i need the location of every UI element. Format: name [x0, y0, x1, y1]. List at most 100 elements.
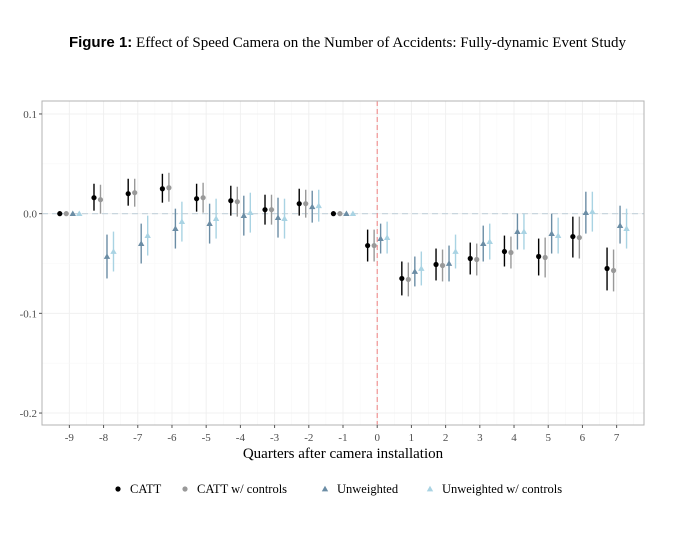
data-point: [383, 234, 391, 240]
data-point: [144, 232, 151, 238]
data-point: [228, 198, 234, 204]
data-point: [411, 268, 419, 274]
data-point: [371, 242, 377, 249]
x-axis-title: Quarters after camera installation: [243, 446, 444, 462]
legend-label: CATT w/ controls: [197, 482, 287, 496]
reference-lines: [42, 101, 644, 425]
data-point: [343, 210, 350, 217]
data-point: [445, 260, 453, 266]
data-point: [486, 238, 493, 244]
legend-key-circle: [115, 486, 121, 492]
data-point: [349, 210, 357, 217]
data-point: [194, 196, 200, 202]
data-point: [377, 235, 384, 241]
data-point: [405, 276, 411, 283]
y-tick-label: 0.0: [23, 209, 37, 221]
legend-label: CATT: [130, 482, 162, 496]
series-catt: [57, 173, 610, 296]
data-point: [240, 212, 248, 219]
data-point: [616, 222, 624, 229]
x-tick-label: 5: [545, 432, 551, 444]
data-point: [172, 225, 179, 232]
data-point: [268, 207, 275, 213]
legend-key-triangle: [321, 485, 329, 492]
data-point: [315, 202, 322, 209]
x-tick-label: -9: [65, 432, 75, 444]
data-point: [480, 240, 487, 246]
data-point: [274, 214, 282, 221]
data-point: [576, 234, 582, 241]
legend-label: Unweighted: [337, 482, 399, 496]
data-point: [474, 256, 480, 263]
data-point: [589, 208, 596, 215]
data-point: [337, 211, 343, 217]
data-point: [467, 255, 473, 262]
series-catt-w-controls: [63, 172, 617, 297]
data-point: [570, 233, 576, 240]
figure-caption: Effect of Speed Camera on the Number of …: [136, 35, 627, 51]
data-point: [57, 211, 63, 217]
data-point: [582, 209, 590, 216]
x-tick-label: -3: [270, 432, 280, 444]
legend-key-triangle: [426, 485, 434, 492]
legend-item: Unweighted: [321, 482, 399, 496]
x-tick-label: 2: [443, 432, 449, 444]
data-point: [418, 265, 425, 271]
data-point: [520, 228, 528, 234]
x-tick-label: 6: [580, 432, 586, 444]
data-point: [452, 248, 459, 254]
data-point: [76, 210, 83, 217]
series-unweighted-w-controls: [76, 189, 630, 286]
x-tick-label: -8: [99, 432, 109, 444]
data-point: [262, 207, 268, 213]
data-point: [103, 253, 111, 259]
data-point: [234, 199, 240, 205]
series-unweighted: [69, 190, 624, 287]
legend-item: Unweighted w/ controls: [426, 482, 562, 496]
data-point: [554, 232, 562, 238]
y-tick-label: 0.1: [23, 109, 37, 121]
data-point: [309, 203, 316, 210]
data-point: [548, 230, 555, 236]
data-point: [610, 267, 617, 274]
data-point: [536, 253, 542, 260]
figure-title: Figure 1: Effect of Speed Camera on the …: [0, 34, 695, 52]
y-tick-label: -0.2: [20, 408, 37, 420]
x-tick-label: 4: [511, 432, 517, 444]
data-point: [247, 209, 254, 216]
data-point: [63, 211, 69, 217]
grid-lines: [42, 101, 644, 425]
data-point: [508, 249, 514, 256]
data-point: [623, 225, 630, 232]
x-tick-label: -6: [167, 432, 177, 444]
x-tick-label: -2: [304, 432, 313, 444]
data-point: [330, 211, 337, 217]
data-point: [125, 191, 131, 197]
legend: CATT CATT w/ controls Unweighted Unweighted…: [115, 482, 562, 496]
x-tick-label: -4: [236, 432, 246, 444]
data-point: [132, 190, 138, 196]
legend-item: CATT w/ controls: [182, 482, 287, 496]
data-point: [200, 195, 206, 201]
x-tick-label: 1: [409, 432, 415, 444]
data-point: [439, 262, 446, 269]
data-point: [365, 242, 371, 249]
data-point: [399, 275, 405, 282]
data-point: [110, 248, 117, 254]
legend-label: Unweighted w/ controls: [442, 482, 562, 496]
data-point: [501, 248, 508, 255]
data-point: [542, 254, 548, 261]
data-point: [178, 218, 186, 225]
x-tick-label: 0: [374, 432, 380, 444]
data-point: [433, 261, 439, 268]
data-point: [91, 195, 97, 201]
data-point: [604, 265, 610, 272]
data-point: [166, 185, 172, 191]
x-tick-label: 3: [477, 432, 483, 444]
legend-key-circle: [182, 486, 188, 492]
data-point: [296, 201, 302, 207]
data-point: [159, 186, 165, 192]
data-point: [69, 210, 76, 217]
x-tick-label: -5: [202, 432, 212, 444]
